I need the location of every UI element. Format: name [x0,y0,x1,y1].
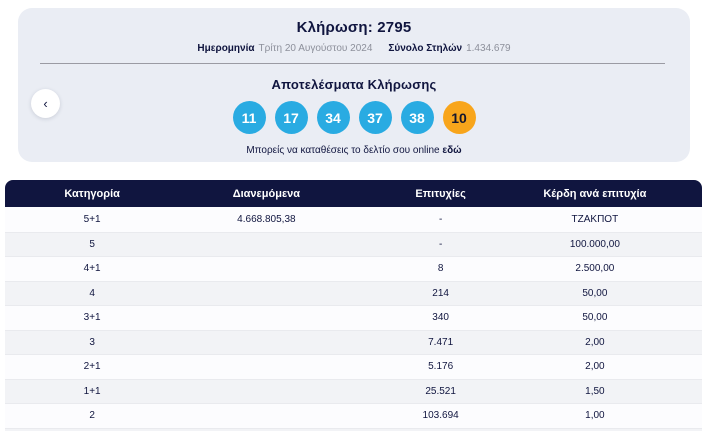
cell-winners: 214 [432,287,449,299]
cell-prize: 2,00 [585,336,605,348]
table-row: 3 7.471 2,00 [5,329,702,354]
result-ball: 11 [232,101,266,134]
cell-category: 2 [89,410,95,422]
total-columns-label: Σύνολο Στηλών [388,43,463,54]
cell-category: 3 [89,336,95,348]
previous-draw-button[interactable]: ‹ [31,89,60,118]
header-category: Κατηγορία [64,187,120,200]
header-distributed: Διανεμόμενα [232,187,301,200]
result-balls: 11 17 34 37 38 10 [18,101,690,134]
cell-winners: 340 [432,312,449,324]
table-row: 4+1 8 2.500,00 [5,256,702,281]
online-submit-line: Μπορείς να καταθέσεις το δελτίο σου onli… [18,145,690,156]
cell-prize: 50,00 [582,312,608,324]
total-columns: Σύνολο Στηλών 1.434.679 [388,43,510,54]
cell-winners: 8 [437,263,444,275]
total-columns-value: 1.434.679 [466,43,511,54]
draw-date: Ημερομηνία Τρίτη 20 Αυγούστου 2024 [197,43,372,54]
header-winners: Επιτυχίες [415,187,466,200]
table-row: 5 - 100.000,00 [5,231,702,256]
cell-distributed: 4.668.805,38 [237,213,296,225]
result-ball: 34 [316,101,350,134]
draw-title: Κλήρωση: 2795 [296,19,412,36]
cell-category: 5 [89,238,95,250]
cell-winners: 103.694 [422,410,459,422]
cell-winners: 5.176 [428,361,454,373]
cell-prize: 2,00 [585,361,605,373]
cell-category: 1+1 [83,385,101,397]
table-row: 5+1 4.668.805,38 - ΤΖΑΚΠΟΤ [5,207,702,232]
cell-winners: - [438,238,443,250]
cell-winners: 7.471 [428,336,454,348]
online-submit-link[interactable]: εδώ [442,145,462,156]
draw-results-panel: ‹ Κλήρωση: 2795 Ημερομηνία Τρίτη 20 Αυγο… [18,8,690,162]
table-row: 3+1 340 50,00 [5,305,702,330]
draw-date-value: Τρίτη 20 Αυγούστου 2024 [258,43,373,54]
cell-category: 3+1 [83,312,101,324]
table-row: 4 214 50,00 [5,280,702,305]
cell-category: 4 [89,287,95,299]
prize-table: Κατηγορία Διανεμόμενα Επιτυχίες Κέρδη αν… [5,180,702,431]
table-row: 2 103.694 1,00 [5,403,702,428]
draw-meta: Ημερομηνία Τρίτη 20 Αυγούστου 2024 Σύνολ… [18,43,690,54]
draw-date-label: Ημερομηνία [197,43,255,54]
result-ball: 17 [274,101,308,134]
cell-category: 2+1 [83,361,101,373]
cell-prize: 100.000,00 [569,238,620,250]
cell-winners: - [438,213,443,225]
results-heading: Αποτελέσματα Κλήρωσης [271,77,437,92]
table-row: 2+1 5.176 2,00 [5,354,702,379]
prize-table-header: Κατηγορία Διανεμόμενα Επιτυχίες Κέρδη αν… [5,180,702,207]
next-row-sliver [5,427,702,431]
cell-winners: 25.521 [425,385,456,397]
cell-prize: ΤΖΑΚΠΟΤ [571,213,619,225]
cell-prize: 50,00 [582,287,608,299]
online-submit-text: Μπορείς να καταθέσεις το δελτίο σου onli… [246,145,440,156]
cell-category: 5+1 [83,213,101,225]
cell-prize: 1,00 [585,410,605,422]
bonus-ball: 10 [442,101,476,134]
cell-category: 4+1 [83,263,101,275]
table-row: 1+1 25.521 1,50 [5,378,702,403]
cell-prize: 1,50 [585,385,605,397]
result-ball: 38 [400,101,434,134]
cell-prize: 2.500,00 [575,263,615,275]
result-ball: 37 [358,101,392,134]
header-prize: Κέρδη ανά επιτυχία [543,187,647,200]
prize-table-body: 5+1 4.668.805,38 - ΤΖΑΚΠΟΤ 5 - 100.000,00 4+1 8 2… [5,207,702,428]
chevron-left-icon: ‹ [43,96,48,111]
panel-divider [40,63,665,64]
